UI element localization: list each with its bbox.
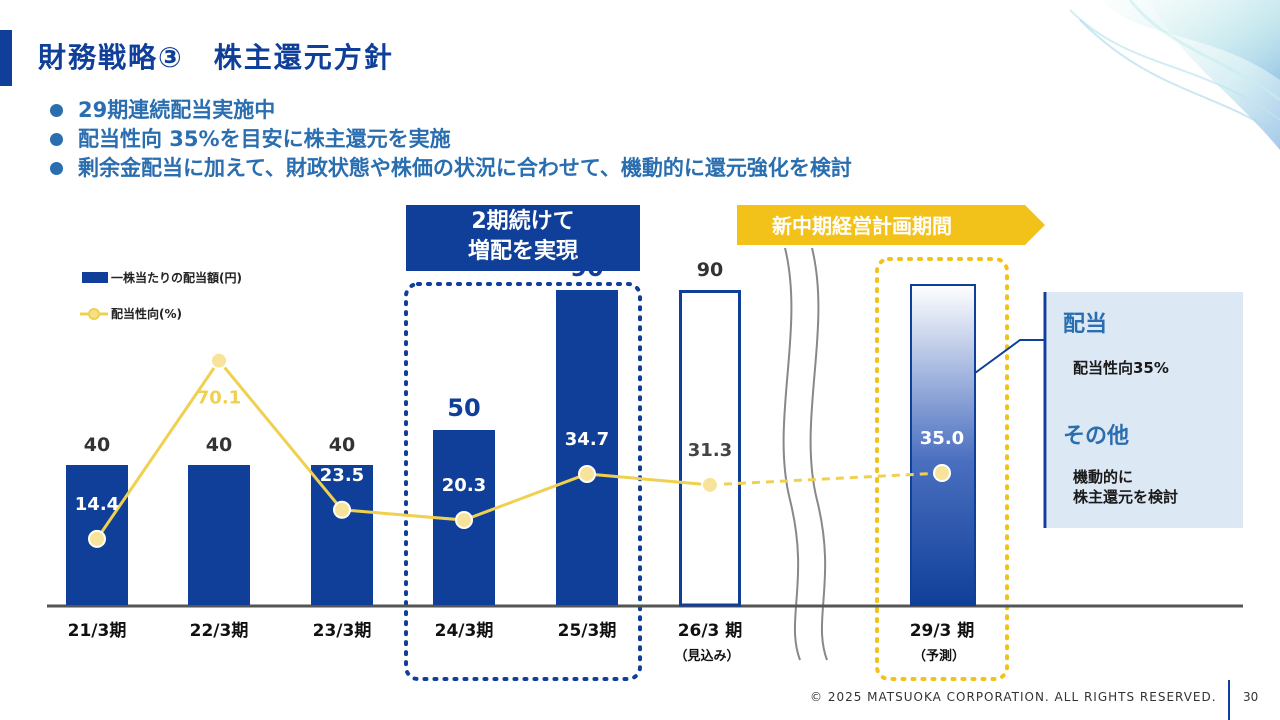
payout-ratio-point bbox=[578, 464, 596, 483]
side-box-heading-other: その他 bbox=[1063, 424, 1129, 449]
new-plan-banner bbox=[737, 205, 1045, 245]
page-number: 30 bbox=[1243, 690, 1259, 704]
side-box-other-line1: 機動的に bbox=[1073, 468, 1133, 486]
title-accent-bar bbox=[0, 30, 12, 86]
dividend-bar-forecast-outline bbox=[679, 290, 741, 607]
bullet-item: 29期連続配当実施中 bbox=[48, 96, 852, 125]
legend-payout-label: 配当性向(%) bbox=[111, 306, 182, 321]
dividend-bars bbox=[66, 284, 976, 607]
side-box-payout-text: 配当性向35% bbox=[1073, 359, 1169, 377]
payout-ratio-line bbox=[95, 358, 711, 540]
bullet-list: 29期連続配当実施中 配当性向 35%を目安に株主還元を実施 剰余金配当に加えて… bbox=[48, 96, 852, 183]
payout-ratio-point bbox=[933, 464, 951, 482]
side-box-connector bbox=[974, 339, 1045, 374]
increase-highlight-frame bbox=[404, 282, 642, 681]
legend-bar-swatch bbox=[82, 272, 108, 283]
bullet-item: 配当性向 35%を目安に株主還元を実施 bbox=[48, 125, 852, 154]
payout-value-label: 34.7 bbox=[565, 429, 609, 450]
category-note: （予測） bbox=[913, 648, 965, 664]
payout-value-label: 14.4 bbox=[75, 494, 119, 515]
side-box-heading-dividend: 配当 bbox=[1063, 312, 1107, 337]
dividend-bar bbox=[556, 290, 618, 605]
category-label: 22/3期 bbox=[190, 621, 249, 641]
payout-ratio-line-forecast bbox=[709, 471, 943, 487]
dividend-bar bbox=[311, 465, 373, 605]
chart-labels: 40 21/3期 40 22/3期 40 23/3期 50 24/3期 90 25/3期 90 26/… bbox=[68, 254, 975, 664]
category-label: 29/3 期 bbox=[910, 621, 975, 641]
dividend-bar bbox=[188, 465, 250, 605]
payout-value-label: 20.3 bbox=[442, 475, 486, 496]
payout-ratio-point bbox=[455, 511, 473, 530]
legend-dividend-label: 一株当たりの配当額(円) bbox=[111, 270, 242, 285]
dividend-value-label: 40 bbox=[206, 434, 232, 456]
dividend-value-label: 40 bbox=[84, 434, 110, 456]
new-plan-label: 新中期経営計画期間 bbox=[772, 214, 952, 238]
payout-ratio-point bbox=[701, 475, 719, 494]
payout-ratio-point bbox=[210, 351, 228, 370]
forecast-highlight-frame bbox=[875, 257, 1009, 681]
footer-separator bbox=[1228, 680, 1230, 720]
category-label: 24/3期 bbox=[435, 621, 494, 641]
payout-value-label: 70.1 bbox=[197, 388, 241, 409]
category-note: （見込み） bbox=[674, 648, 739, 664]
payout-ratio-point bbox=[333, 500, 351, 519]
dividend-value-label: 40 bbox=[329, 434, 355, 456]
payout-value-label: 31.3 bbox=[688, 440, 732, 461]
dividend-bar-plan bbox=[910, 284, 976, 606]
payout-ratio-series bbox=[88, 351, 951, 548]
increase-callout-line2: 増配を実現 bbox=[468, 238, 578, 264]
axis-break-line-left bbox=[782, 247, 801, 661]
category-label: 25/3期 bbox=[558, 621, 617, 641]
dividend-value-label: 90 bbox=[697, 259, 723, 281]
copyright-footer: © 2025 MATSUOKA CORPORATION. ALL RIGHTS … bbox=[810, 690, 1217, 704]
bullet-item: 剰余金配当に加えて、財政状態や株価の状況に合わせて、機動的に還元強化を検討 bbox=[48, 154, 852, 183]
legend-line-marker bbox=[88, 308, 100, 320]
increase-callout-box bbox=[406, 205, 640, 271]
category-label: 21/3期 bbox=[68, 621, 127, 641]
category-label: 23/3期 bbox=[313, 621, 372, 641]
payout-value-label: 35.0 bbox=[920, 428, 964, 449]
dividend-value-label: 90 bbox=[570, 254, 603, 282]
side-box bbox=[1047, 292, 1243, 528]
increase-callout-line1: 2期続けて bbox=[471, 208, 574, 234]
axis-break-line-right bbox=[809, 247, 828, 661]
payout-value-label: 23.5 bbox=[320, 465, 364, 486]
category-label: 26/3 期 bbox=[678, 621, 743, 641]
page-title: 財務戦略③ 株主還元方針 bbox=[38, 41, 394, 74]
payout-ratio-point bbox=[88, 529, 106, 548]
dividend-value-label: 50 bbox=[447, 394, 480, 422]
side-box-other-line2: 株主還元を検討 bbox=[1073, 488, 1178, 506]
